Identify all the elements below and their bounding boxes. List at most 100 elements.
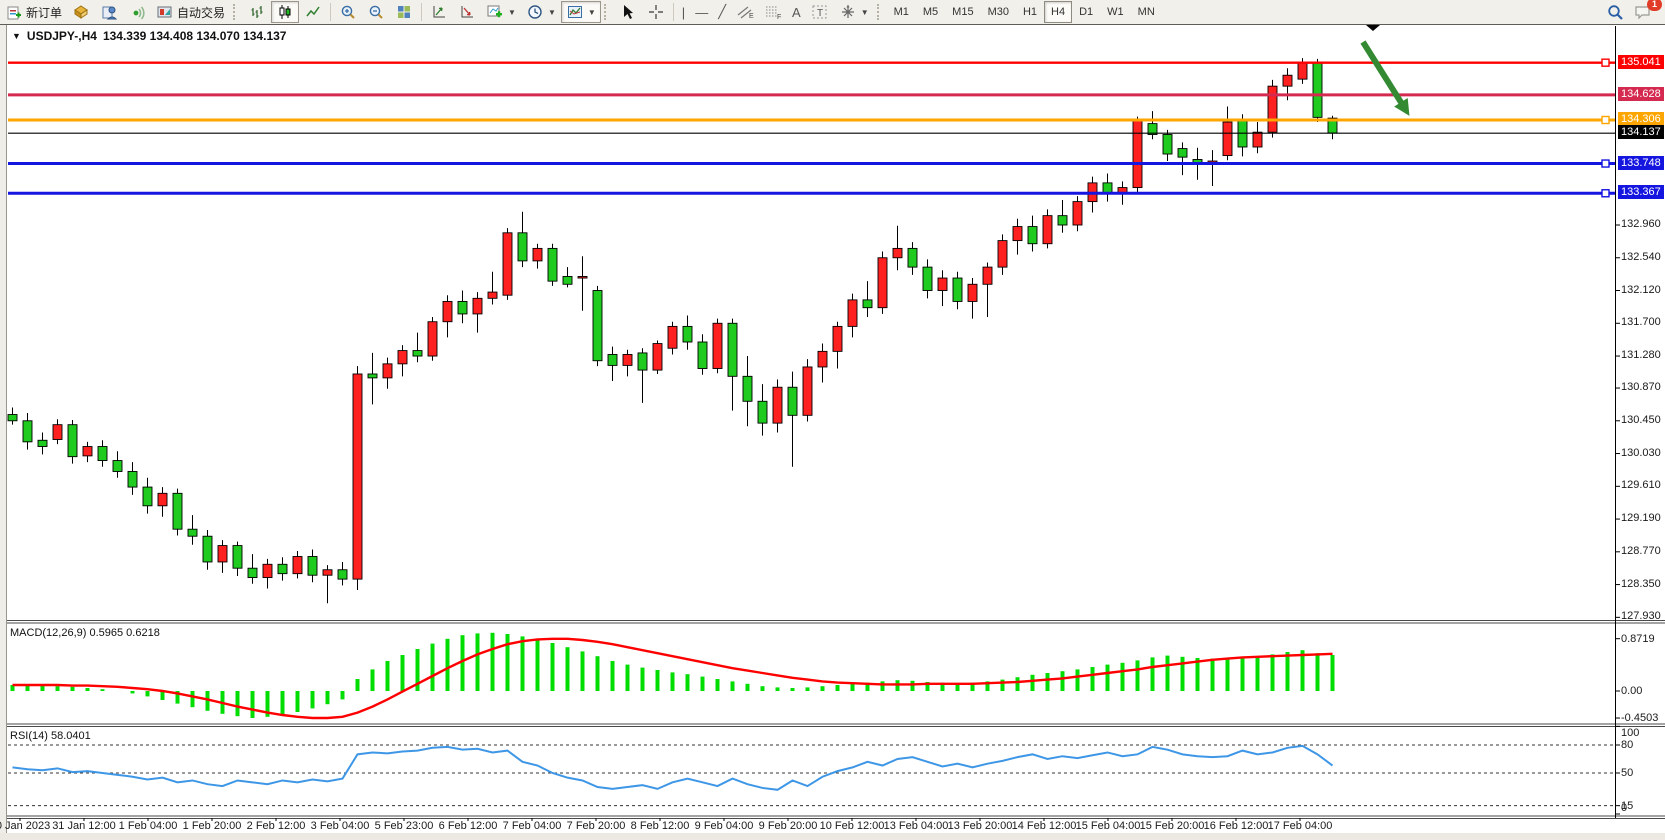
notification-badge: 1	[1647, 0, 1662, 11]
line-chart-button[interactable]	[299, 1, 327, 23]
macd-tick-label: 0.00	[1621, 685, 1643, 697]
chart-dropdown-icon[interactable]: ▼	[12, 31, 21, 41]
dropdown-caret: ▼	[587, 7, 596, 17]
candle	[877, 257, 888, 309]
chart-symbol-period: USDJPY-,H4	[26, 29, 97, 43]
candle	[1132, 120, 1143, 189]
timeframe-m5[interactable]: M5	[922, 6, 939, 18]
crosshair-icon	[647, 3, 665, 21]
candle	[1057, 215, 1068, 226]
timeframe-m30[interactable]: M30	[987, 6, 1009, 18]
candle	[1207, 160, 1218, 164]
zoom-out-icon	[367, 3, 385, 21]
rsi-tick-label: 50	[1621, 766, 1634, 779]
candle	[1222, 121, 1233, 157]
period-dropdown[interactable]: ▼	[521, 1, 561, 23]
candle	[352, 373, 363, 580]
equidistant-channel-tool[interactable]: E	[731, 1, 759, 23]
date-label: 3 Feb 04:00	[310, 820, 370, 832]
svg-text:T: T	[817, 8, 823, 19]
trendline-tool[interactable]: ╱	[713, 1, 731, 23]
signals-button[interactable]	[123, 1, 151, 23]
candle	[547, 247, 558, 282]
horizontal-line-tool[interactable]: —	[690, 1, 713, 23]
timeframe-h1[interactable]: H1	[1022, 6, 1038, 18]
new-order-button[interactable]: 新订单	[0, 1, 67, 23]
candle	[217, 545, 228, 563]
candle	[412, 350, 423, 357]
candle	[532, 247, 543, 262]
date-label: 7 Feb 04:00	[502, 820, 562, 832]
text-label-tool[interactable]: T	[806, 1, 834, 23]
toolbar-separator	[672, 3, 674, 21]
candle	[1192, 159, 1203, 164]
candle	[292, 556, 303, 575]
autotrading-icon	[156, 3, 174, 21]
candle	[67, 424, 78, 458]
zoom-in-button[interactable]	[334, 1, 362, 23]
indicator-window-button[interactable]	[425, 1, 453, 23]
candle	[1327, 117, 1338, 134]
candle	[1267, 85, 1278, 133]
date-label: 13 Feb 20:00	[947, 820, 1013, 832]
market-depth-button[interactable]	[67, 1, 95, 23]
current-price-badge: 134.137	[1618, 125, 1664, 140]
text-tool[interactable]: A	[787, 1, 806, 23]
tile-windows-button[interactable]	[390, 1, 418, 23]
candlesticks	[7, 58, 1338, 604]
vertical-line-tool[interactable]: |	[677, 1, 690, 23]
cursor-tool[interactable]	[614, 1, 642, 23]
price-level-badge: 135.041	[1618, 54, 1664, 69]
text-icon: A	[792, 4, 801, 20]
channel-letter: E	[749, 13, 754, 20]
timeframe-mn[interactable]: MN	[1137, 6, 1155, 18]
candle	[577, 276, 588, 279]
dropdown-caret: ▼	[508, 7, 516, 17]
zoom-out-button[interactable]	[362, 1, 390, 23]
candle	[982, 266, 993, 285]
timeframe-m1[interactable]: M1	[893, 6, 909, 18]
search-button[interactable]	[1601, 1, 1629, 23]
candle	[97, 446, 108, 462]
chat-button[interactable]: 1	[1629, 0, 1662, 23]
rsi-line	[12, 744, 1334, 791]
timeframe-m15[interactable]: M15	[952, 6, 974, 18]
candle	[1012, 226, 1023, 242]
candle	[277, 563, 288, 575]
candle	[1147, 123, 1158, 135]
template-icon	[566, 3, 584, 21]
timeframe-w1[interactable]: W1	[1107, 6, 1124, 18]
bar-chart-button[interactable]	[243, 1, 271, 23]
crosshair-tool[interactable]	[642, 1, 670, 23]
candle	[1072, 201, 1083, 226]
autotrading-button[interactable]: 自动交易	[151, 1, 230, 23]
candle	[502, 232, 513, 296]
candle	[1087, 182, 1098, 203]
level-handle	[1601, 115, 1610, 125]
candle	[202, 535, 213, 563]
window-bottom-border	[0, 833, 1665, 840]
date-label: 14 Feb 12:00	[1011, 820, 1077, 832]
candle	[22, 420, 33, 443]
candlestick-chart-button[interactable]	[271, 1, 300, 23]
price-tick-label: 132.120	[1621, 283, 1661, 296]
timeframe-d1[interactable]: D1	[1079, 6, 1094, 18]
new-chart-dropdown[interactable]: ▼	[481, 1, 521, 23]
trend-arrow-shaft	[1360, 40, 1405, 106]
search-icon	[1606, 3, 1624, 21]
indicator-window-remove-button[interactable]	[453, 1, 481, 23]
date-label: 9 Feb 20:00	[758, 820, 818, 832]
template-dropdown[interactable]: ▼	[560, 1, 601, 23]
candle	[892, 247, 903, 259]
fibonacci-tool[interactable]: F	[759, 1, 787, 23]
candle	[907, 247, 918, 268]
panel-frame	[7, 26, 1665, 819]
vertical-line-icon: |	[681, 4, 686, 20]
rsi-tick-label: 80	[1621, 739, 1634, 751]
level-handle	[1601, 159, 1610, 168]
timeframe-h4[interactable]: H4	[1044, 1, 1073, 23]
shapes-dropdown[interactable]: ▼	[834, 1, 874, 23]
metaeditor-button[interactable]	[95, 1, 123, 23]
candle	[1102, 182, 1113, 195]
candle	[487, 291, 498, 299]
